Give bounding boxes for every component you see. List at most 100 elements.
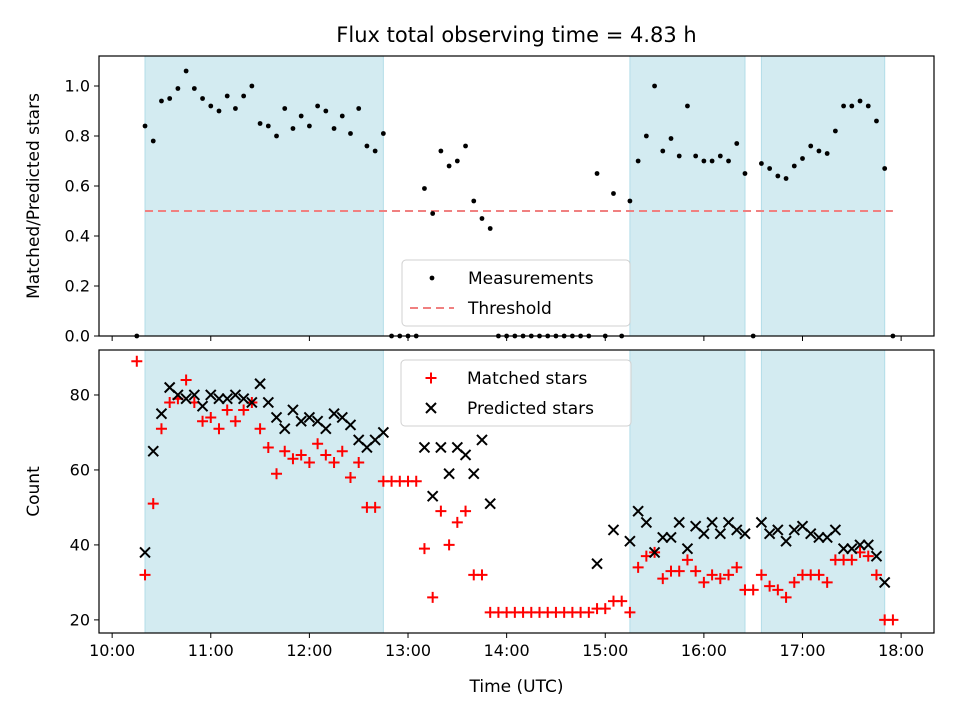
- y-tick-label: 60: [70, 460, 90, 479]
- data-point: [229, 415, 241, 427]
- data-point: [805, 527, 817, 540]
- data-point: [254, 378, 266, 390]
- data-point: [216, 108, 222, 114]
- data-point: [706, 569, 718, 581]
- x-axis-label: Time (UTC): [469, 677, 564, 697]
- y-tick-label: 0.8: [65, 127, 90, 146]
- data-point: [356, 106, 362, 111]
- data-point: [229, 389, 242, 401]
- data-point: [484, 497, 496, 510]
- data-point: [849, 103, 855, 109]
- x-tick-label: 17:00: [779, 641, 825, 660]
- data-point: [328, 408, 340, 420]
- data-point: [846, 542, 858, 555]
- y-tick-label: 0.0: [65, 327, 90, 346]
- data-point: [410, 475, 422, 487]
- data-point: [295, 449, 307, 461]
- data-point: [862, 550, 874, 562]
- data-point: [282, 106, 288, 111]
- y-tick-label: 0.2: [65, 277, 90, 296]
- data-point: [451, 516, 463, 528]
- data-point: [693, 153, 699, 159]
- data-point: [364, 143, 370, 149]
- y-tick-label: 20: [70, 610, 90, 629]
- data-point: [583, 606, 595, 618]
- data-point: [808, 143, 814, 149]
- data-point: [208, 103, 214, 109]
- legend-label: Matched stars: [467, 369, 587, 389]
- x-tick-label: 10:00: [89, 641, 135, 660]
- data-point: [594, 171, 600, 176]
- data-point: [726, 158, 731, 164]
- data-point: [443, 539, 455, 551]
- data-point: [262, 441, 274, 453]
- data-point: [142, 123, 148, 129]
- data-point: [139, 569, 151, 581]
- data-point: [870, 550, 883, 562]
- data-point: [155, 408, 168, 420]
- data-point: [427, 591, 439, 603]
- data-point: [698, 576, 710, 588]
- legend-marker-plus: [425, 372, 437, 384]
- x-tick-label: 16:00: [681, 641, 727, 660]
- data-point: [150, 138, 156, 144]
- data-point: [344, 471, 356, 483]
- data-point: [599, 603, 611, 615]
- data-point: [780, 591, 792, 603]
- data-point: [344, 419, 357, 431]
- data-point: [767, 166, 773, 171]
- data-point: [660, 148, 666, 154]
- data-point: [155, 423, 167, 435]
- legend-box: [401, 259, 631, 327]
- data-point: [164, 396, 176, 408]
- top-panel: 0.0 0.2 0.4 0.6 0.8 1.0 Matched/Predicted star…: [24, 23, 935, 346]
- series-predicted-stars: [139, 378, 891, 589]
- data-point: [624, 606, 636, 618]
- shaded-interval-0: [144, 55, 384, 337]
- data-point: [764, 580, 776, 592]
- data-point: [887, 614, 899, 626]
- series-measurements: [134, 68, 896, 339]
- data-point: [200, 96, 205, 101]
- data-point: [380, 131, 386, 136]
- data-point: [443, 467, 455, 480]
- bottom-panel: 20 40 60 80 10:00 11:00 12:00 13:00 14:00 15:00 16…: [24, 349, 935, 697]
- data-point: [257, 121, 263, 126]
- data-point: [717, 153, 723, 159]
- data-point: [800, 156, 805, 161]
- data-point: [857, 98, 863, 104]
- data-point: [221, 404, 233, 416]
- y-tick-label: 1.0: [65, 77, 90, 96]
- data-point: [348, 131, 353, 136]
- data-point: [841, 103, 846, 109]
- data-point: [882, 166, 888, 171]
- data-point: [180, 393, 192, 405]
- data-point: [635, 158, 641, 164]
- data-point: [372, 148, 378, 154]
- data-point: [878, 576, 891, 589]
- data-point: [287, 453, 299, 465]
- data-point: [339, 113, 345, 119]
- data-point: [254, 423, 266, 435]
- data-point: [829, 524, 842, 536]
- data-point: [701, 158, 707, 164]
- data-point: [131, 355, 143, 367]
- shaded-interval-1: [629, 349, 746, 634]
- data-point: [657, 531, 669, 544]
- data-point: [191, 86, 197, 91]
- data-point: [377, 426, 390, 439]
- data-point: [336, 445, 348, 457]
- data-point: [723, 569, 735, 581]
- data-point: [676, 153, 682, 159]
- data-point: [237, 393, 250, 405]
- data-point: [295, 415, 307, 427]
- data-point: [246, 396, 258, 409]
- data-point: [306, 123, 312, 129]
- data-point: [224, 93, 230, 99]
- data-point: [265, 123, 271, 129]
- data-point: [463, 143, 468, 149]
- x-tick-label: 14:00: [484, 641, 530, 660]
- data-point: [460, 505, 472, 517]
- data-point: [624, 535, 636, 547]
